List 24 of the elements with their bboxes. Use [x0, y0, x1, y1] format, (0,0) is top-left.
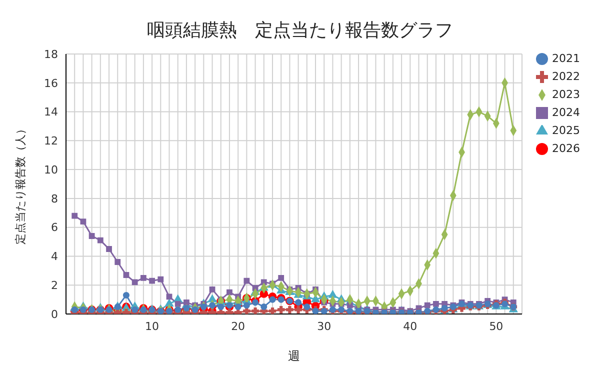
- y-tick-label: 8: [51, 192, 58, 206]
- y-tick-label: 0: [51, 308, 58, 321]
- x-axis-title: 週: [288, 349, 300, 363]
- y-tick-label: 12: [44, 134, 58, 148]
- x-tick-label: 20: [231, 320, 246, 333]
- y-tick-label: 4: [51, 250, 58, 264]
- x-tick-label: 40: [403, 320, 418, 333]
- legend-label: 2023: [552, 88, 580, 101]
- x-tick-label: 10: [145, 320, 160, 333]
- x-tick-label: 50: [489, 320, 504, 333]
- legend-label: 2021: [552, 52, 580, 65]
- legend-label: 2022: [552, 70, 580, 83]
- y-tick-label: 16: [44, 76, 58, 90]
- y-tick-label: 2: [51, 279, 58, 292]
- x-tick-label: 30: [317, 320, 332, 333]
- y-tick-label: 10: [44, 163, 58, 176]
- legend-label: 2026: [552, 142, 580, 155]
- legend-label: 2024: [552, 106, 580, 119]
- y-tick-label: 14: [44, 106, 58, 119]
- legend-label: 2025: [552, 124, 580, 137]
- y-tick-label: 6: [51, 221, 58, 234]
- y-axis-title: 定点当たり報告数（人）: [14, 124, 27, 244]
- y-tick-label: 18: [44, 48, 58, 61]
- chart-title: 咽頭結膜熱 定点当たり報告数グラフ: [146, 19, 454, 42]
